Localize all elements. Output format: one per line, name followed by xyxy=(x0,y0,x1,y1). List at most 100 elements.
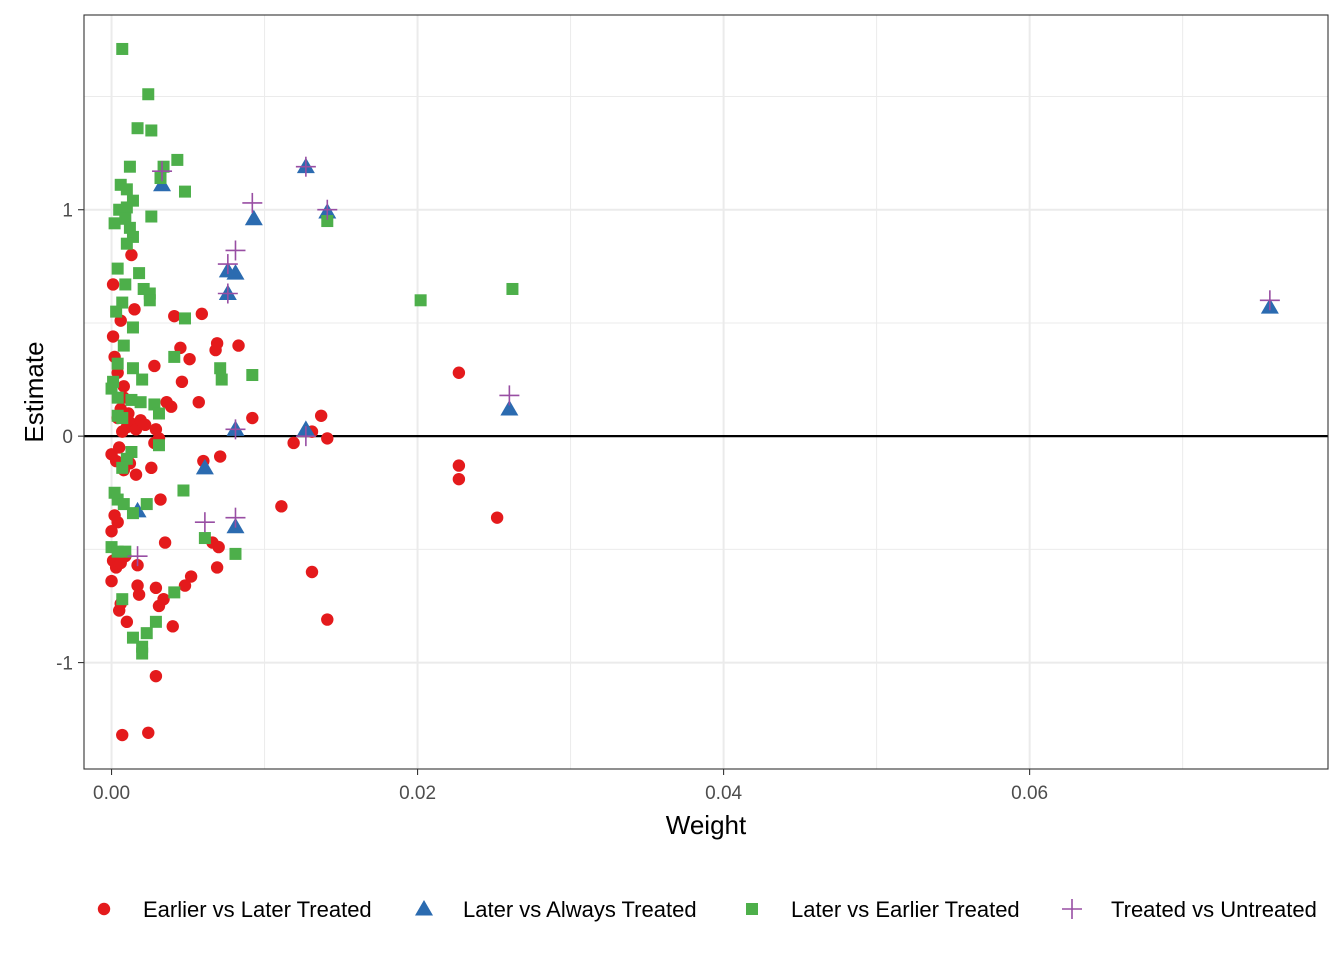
x-tick-label: 0.06 xyxy=(1011,783,1048,804)
data-point xyxy=(119,545,132,558)
data-point xyxy=(287,436,300,450)
data-point xyxy=(120,615,134,629)
data-point xyxy=(242,192,263,213)
data-point xyxy=(116,296,129,309)
data-point xyxy=(152,407,165,420)
data-point xyxy=(195,307,209,321)
legend: Earlier vs Later Treated Later vs Always … xyxy=(97,897,1317,922)
y-axis-title: Estimate xyxy=(19,341,49,442)
data-point xyxy=(145,461,158,475)
x-axis-title: Weight xyxy=(666,810,747,840)
data-point xyxy=(1259,290,1280,311)
data-point xyxy=(120,452,133,465)
data-point xyxy=(113,203,126,216)
data-point xyxy=(168,309,181,323)
data-point xyxy=(131,122,144,135)
data-point xyxy=(212,540,225,554)
data-point xyxy=(209,343,222,357)
data-point xyxy=(157,592,170,606)
legend-item: Later vs Always Treated xyxy=(415,897,697,922)
legend-item: Earlier vs Later Treated xyxy=(97,897,372,922)
data-point xyxy=(168,586,181,599)
data-point xyxy=(117,339,130,352)
legend-key-circle xyxy=(97,902,111,916)
legend-item: Later vs Earlier Treated xyxy=(746,897,1020,922)
data-point xyxy=(142,88,155,101)
y-tick-label: 0 xyxy=(62,427,73,448)
data-point xyxy=(105,525,118,538)
data-point xyxy=(152,161,173,182)
data-point xyxy=(232,339,245,352)
data-point xyxy=(111,262,124,275)
data-point xyxy=(112,441,126,454)
data-point xyxy=(110,305,123,318)
data-point xyxy=(139,418,152,432)
data-point xyxy=(126,362,139,375)
data-point xyxy=(129,468,143,481)
data-point xyxy=(168,350,181,363)
legend-label: Later vs Always Treated xyxy=(463,897,697,922)
data-point xyxy=(210,561,224,574)
data-point xyxy=(225,507,246,528)
data-point xyxy=(126,507,139,520)
data-point xyxy=(214,362,227,375)
data-point xyxy=(128,303,141,316)
y-tick-label: -1 xyxy=(56,654,73,675)
data-point xyxy=(116,425,129,438)
data-point xyxy=(452,366,466,379)
data-point xyxy=(134,396,147,409)
series-triangle xyxy=(128,157,1279,534)
data-point xyxy=(500,399,519,416)
series-plus xyxy=(127,156,1280,567)
data-point xyxy=(192,395,205,409)
plot-panel-border xyxy=(83,14,1329,770)
data-point xyxy=(198,532,211,545)
data-point xyxy=(246,411,259,425)
data-point xyxy=(119,212,132,225)
data-point xyxy=(116,461,129,474)
data-point xyxy=(157,160,170,173)
data-point xyxy=(108,217,121,230)
x-tick-label: 0.00 xyxy=(93,783,130,804)
data-point xyxy=(490,511,504,524)
data-point xyxy=(149,669,163,683)
data-point xyxy=(295,156,316,177)
data-point xyxy=(158,536,172,549)
data-point xyxy=(321,432,334,445)
data-point xyxy=(194,512,215,533)
data-point xyxy=(133,267,146,280)
data-point xyxy=(175,375,189,389)
data-point xyxy=(111,391,124,404)
legend-label: Treated vs Untreated xyxy=(1111,897,1317,922)
data-point xyxy=(149,581,163,595)
data-point xyxy=(321,613,334,626)
data-point xyxy=(145,210,158,223)
data-point xyxy=(120,183,133,196)
data-point xyxy=(126,321,139,334)
data-point xyxy=(105,574,118,588)
data-point xyxy=(321,215,334,228)
data-point xyxy=(106,278,120,291)
data-point xyxy=(244,209,263,226)
x-tick-label: 0.04 xyxy=(705,783,742,804)
grid-lines xyxy=(84,15,1328,769)
data-point xyxy=(123,160,136,173)
data-point xyxy=(178,185,191,198)
data-point xyxy=(142,726,155,739)
data-point xyxy=(499,385,520,406)
data-point xyxy=(116,42,129,55)
data-point xyxy=(111,515,124,529)
data-point xyxy=(452,459,466,472)
data-point xyxy=(140,498,153,511)
data-point xyxy=(152,439,165,452)
data-point xyxy=(126,230,139,243)
data-point xyxy=(120,237,133,250)
data-point xyxy=(126,631,139,644)
axis-ticks: 0.00 0.02 0.04 0.06 -1 0 1 xyxy=(56,201,1048,804)
data-point xyxy=(305,565,319,579)
data-point xyxy=(136,647,149,660)
data-point xyxy=(148,398,161,411)
data-point xyxy=(126,194,139,207)
data-points xyxy=(105,42,1280,742)
data-point xyxy=(116,728,129,742)
